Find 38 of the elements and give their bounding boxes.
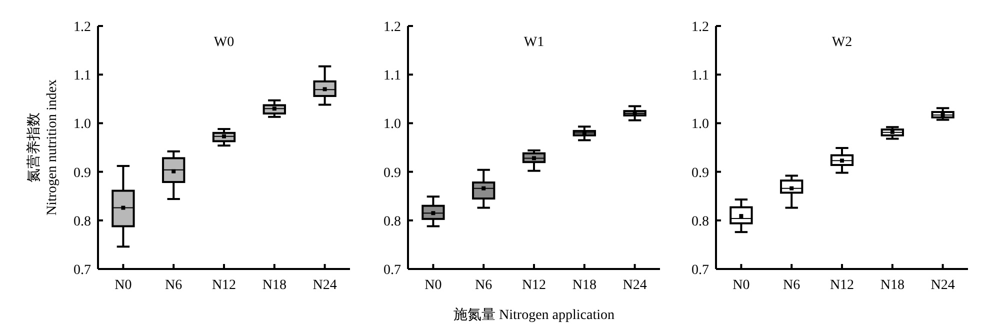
y-tick-label: 0.9 [692, 166, 709, 181]
x-tick-label: N6 [475, 278, 492, 293]
y-tick-label: 0.9 [384, 166, 401, 181]
x-axis-title: 施氮量 Nitrogen application [454, 307, 614, 323]
x-tick-label: N18 [572, 278, 596, 293]
x-tick-label: N12 [212, 278, 236, 293]
x-tick-label: N24 [312, 278, 337, 293]
y-tick-label: 0.7 [74, 263, 91, 278]
x-tick-label: N6 [165, 278, 182, 293]
x-tick-label: N24 [622, 278, 647, 293]
y-tick-label: 0.8 [74, 214, 91, 230]
x-tick-label: N24 [930, 278, 955, 293]
y-tick-label: 0.9 [74, 166, 91, 181]
x-tick-label: N0 [424, 278, 442, 293]
x-tick-label: N12 [830, 278, 854, 293]
x-tick-label: N18 [880, 278, 904, 293]
y-tick-label: 0.8 [384, 214, 401, 230]
y-tick-label: 1.1 [692, 68, 709, 84]
y-tick-label: 1.1 [384, 68, 401, 84]
y-tick-label: 0.7 [692, 263, 709, 278]
y-tick-label: 1.0 [692, 117, 709, 132]
y-tick-label: 1.2 [692, 20, 709, 35]
y-tick-label: 1.1 [74, 68, 91, 84]
y-tick-label: 1.0 [74, 117, 91, 132]
y-tick-label: 1.2 [74, 20, 91, 35]
x-tick-label: N12 [522, 278, 546, 293]
x-tick-label: N6 [783, 278, 800, 293]
x-tick-label: N18 [262, 278, 286, 293]
y-axis-title: 氮营养指数 Nitrogen nutrition index [26, 79, 60, 216]
text: W0 [214, 35, 234, 50]
x-tick-label: N0 [114, 278, 132, 293]
y-tick-label: 1.0 [384, 117, 401, 132]
x-tick-label: N0 [732, 278, 750, 293]
text: W2 [832, 35, 852, 50]
y-tick-label: 1.2 [384, 20, 401, 35]
y-tick-label: 0.7 [384, 263, 401, 278]
y-tick-label: 0.8 [692, 214, 709, 230]
text: W1 [524, 35, 544, 50]
